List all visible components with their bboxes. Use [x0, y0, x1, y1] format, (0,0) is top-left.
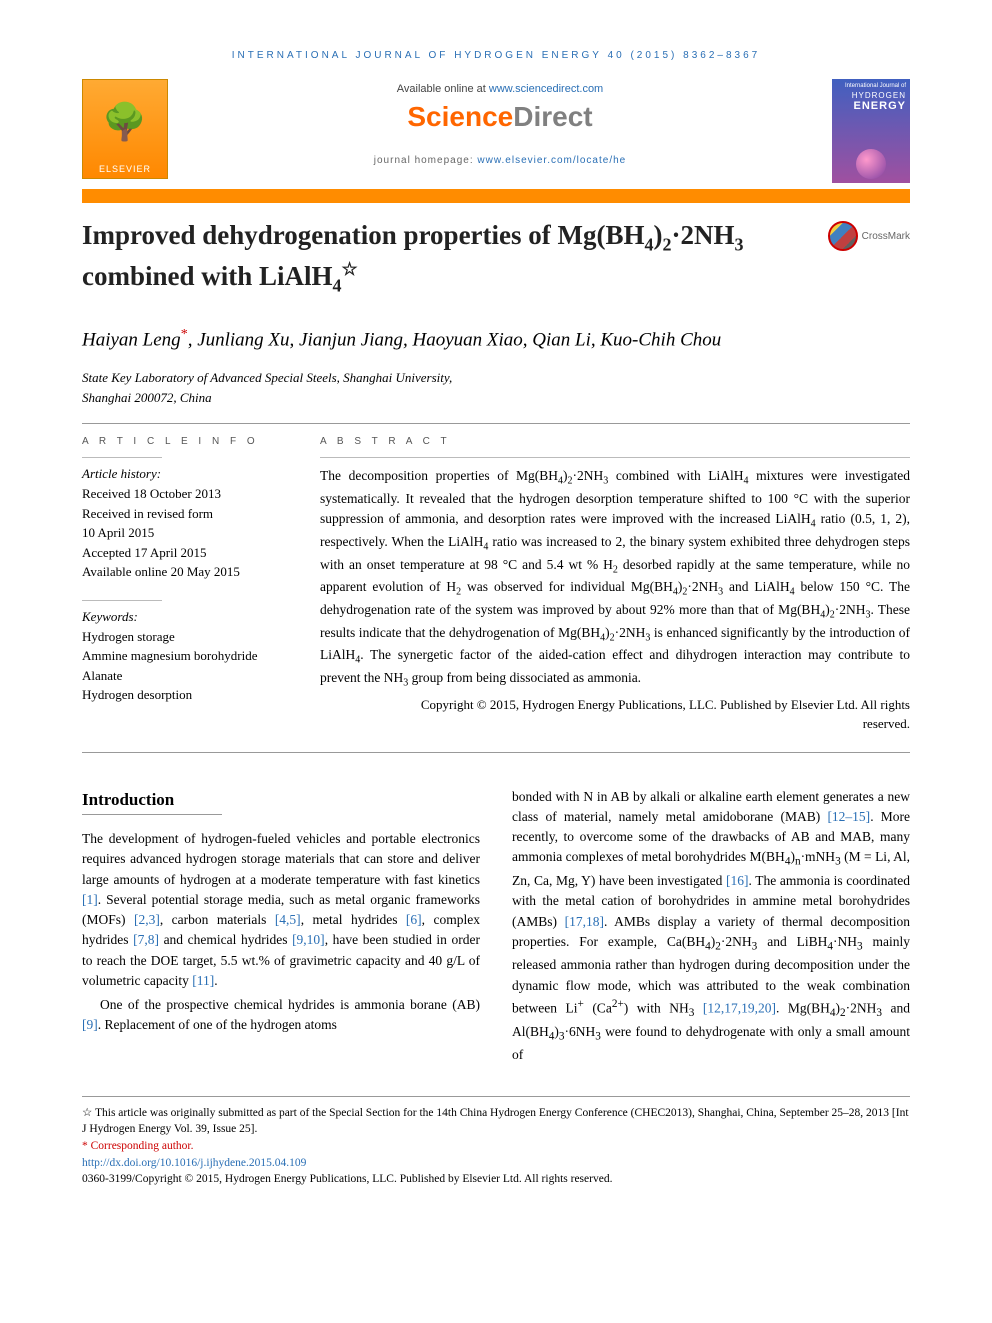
- crossmark-label: CrossMark: [862, 231, 910, 242]
- available-prefix: Available online at: [397, 83, 489, 95]
- elsevier-logo[interactable]: 🌳 ELSEVIER: [82, 79, 168, 179]
- history-lines: Received 18 October 2013Received in revi…: [82, 484, 282, 582]
- doi-link[interactable]: http://dx.doi.org/10.1016/j.ijhydene.201…: [82, 1157, 306, 1169]
- keywords-list: Hydrogen storageAmmine magnesium borohyd…: [82, 627, 282, 705]
- section-heading-introduction: Introduction: [82, 787, 480, 813]
- body-column-left: Introduction The development of hydrogen…: [82, 787, 480, 1070]
- list-item: Alanate: [82, 666, 282, 686]
- history-label: Article history:: [82, 466, 282, 482]
- article-info-heading: A R T I C L E I N F O: [82, 436, 282, 447]
- list-item: Hydrogen storage: [82, 627, 282, 647]
- orange-divider-bar: [82, 189, 910, 203]
- list-item: 10 April 2015: [82, 523, 282, 543]
- list-item: Accepted 17 April 2015: [82, 543, 282, 563]
- authors: Haiyan Leng*, Junliang Xu, Jianjun Jiang…: [82, 325, 910, 354]
- footnote-star: This article was originally submitted as…: [82, 1105, 910, 1138]
- sciencedirect-link[interactable]: www.sciencedirect.com: [489, 83, 603, 95]
- sd-word-2: Direct: [513, 101, 592, 132]
- intro-left-text: The development of hydrogen-fueled vehic…: [82, 829, 480, 1036]
- elsevier-label: ELSEVIER: [99, 164, 151, 174]
- abstract-heading: A B S T R A C T: [320, 436, 910, 447]
- crossmark-icon: [828, 221, 858, 251]
- masthead: 🌳 ELSEVIER Available online at www.scien…: [82, 79, 910, 183]
- journal-homepage: journal homepage: www.elsevier.com/locat…: [182, 155, 818, 166]
- article-title: Improved dehydrogenation properties of M…: [82, 217, 808, 297]
- abstract-column: A B S T R A C T The decomposition proper…: [320, 436, 910, 733]
- body-text: Introduction The development of hydrogen…: [82, 787, 910, 1070]
- abstract-body: The decomposition properties of Mg(BH4)2…: [320, 466, 910, 690]
- section-rule: [82, 814, 222, 815]
- intro-right-text: bonded with N in AB by alkali or alkalin…: [512, 787, 910, 1066]
- available-online: Available online at www.sciencedirect.co…: [182, 83, 818, 95]
- divider: [82, 752, 910, 753]
- keywords-label: Keywords:: [82, 609, 282, 625]
- sciencedirect-logo[interactable]: ScienceDirect: [182, 101, 818, 133]
- cover-graphic-icon: [836, 112, 906, 179]
- footnote-issn: 0360-3199/Copyright © 2015, Hydrogen Ene…: [82, 1171, 910, 1188]
- list-item: Received 18 October 2013: [82, 484, 282, 504]
- body-column-right: bonded with N in AB by alkali or alkalin…: [512, 787, 910, 1070]
- footnotes: This article was originally submitted as…: [82, 1096, 910, 1188]
- article-info-column: A R T I C L E I N F O Article history: R…: [82, 436, 282, 733]
- cover-top-text: International Journal of: [836, 83, 906, 89]
- footnote-doi: http://dx.doi.org/10.1016/j.ijhydene.201…: [82, 1155, 910, 1172]
- crossmark-badge[interactable]: CrossMark: [828, 221, 910, 251]
- center-header: Available online at www.sciencedirect.co…: [182, 79, 818, 166]
- homepage-link[interactable]: www.elsevier.com/locate/he: [477, 155, 626, 166]
- info-divider: [82, 600, 162, 601]
- journal-running-header: INTERNATIONAL JOURNAL OF HYDROGEN ENERGY…: [82, 50, 910, 61]
- sd-word-1: Science: [407, 101, 513, 132]
- footnote-corresponding: * Corresponding author.: [82, 1138, 910, 1155]
- list-item: Available online 20 May 2015: [82, 562, 282, 582]
- affiliation: State Key Laboratory of Advanced Special…: [82, 368, 910, 407]
- elsevier-tree-icon: 🌳: [102, 80, 148, 164]
- abstract-divider: [320, 457, 910, 458]
- info-divider: [82, 457, 162, 458]
- cover-energy: ENERGY: [836, 100, 906, 112]
- divider: [82, 423, 910, 424]
- journal-cover-thumbnail[interactable]: International Journal of HYDROGEN ENERGY: [832, 79, 910, 183]
- homepage-prefix: journal homepage:: [374, 155, 478, 166]
- list-item: Ammine magnesium borohydride: [82, 646, 282, 666]
- cover-hydrogen: HYDROGEN: [836, 91, 906, 100]
- corr-marker: * Corresponding author.: [82, 1140, 193, 1152]
- abstract-copyright: Copyright © 2015, Hydrogen Energy Public…: [320, 695, 910, 734]
- list-item: Hydrogen desorption: [82, 685, 282, 705]
- list-item: Received in revised form: [82, 504, 282, 524]
